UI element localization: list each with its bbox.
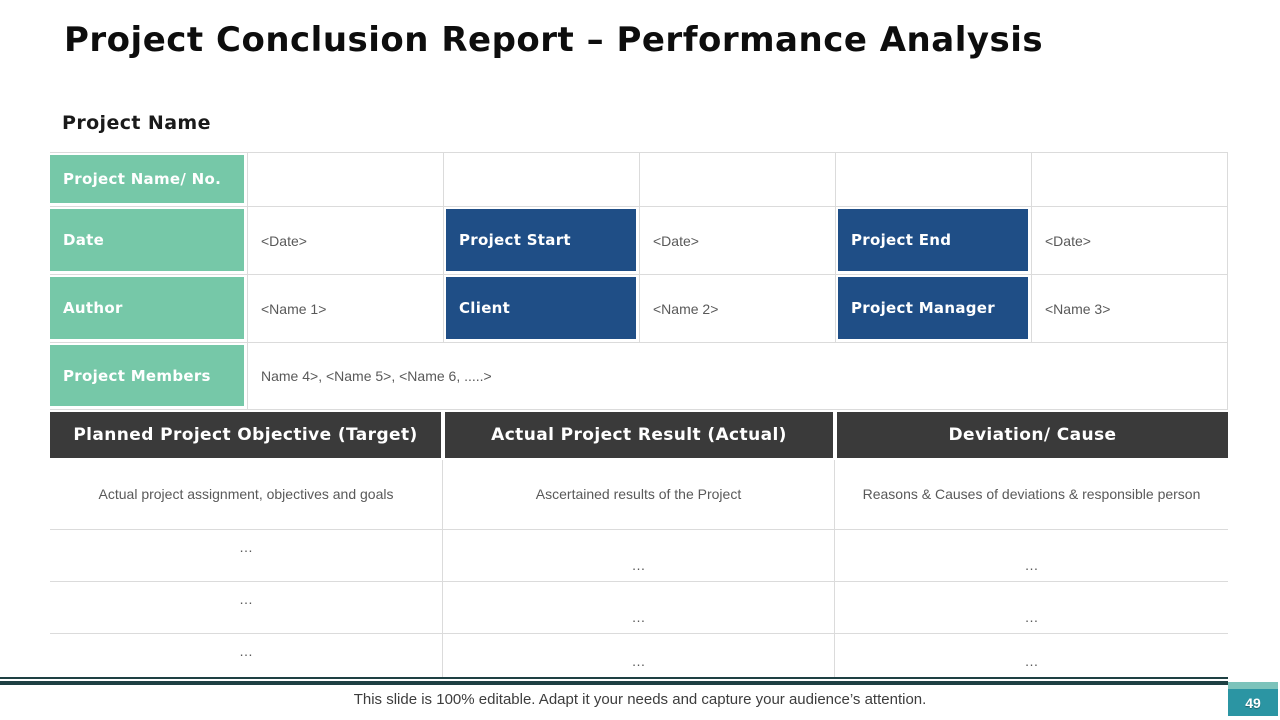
info-cell-project-name-value-5	[1032, 152, 1228, 207]
table-cell: …	[835, 582, 1228, 634]
table-cell: …	[443, 530, 835, 582]
header-text: Planned Project Objective (Target)	[50, 412, 441, 458]
project-info-table: Project Name/ No. Date <Date> Project St…	[50, 152, 1228, 410]
info-label-text: Author	[50, 277, 244, 339]
table-cell: …	[50, 634, 443, 677]
info-cell-project-members-label: Project Members	[50, 343, 248, 410]
divider-thick-line	[0, 681, 1228, 685]
info-label-text: Project Start	[446, 209, 636, 271]
info-label-text: Project End	[838, 209, 1028, 271]
page-badge-accent-band	[1228, 682, 1278, 689]
header-cell-deviation-cause: Deviation/ Cause	[835, 411, 1228, 460]
header-cell-actual-result: Actual Project Result (Actual)	[443, 411, 835, 460]
info-cell-project-name-value-2	[444, 152, 640, 207]
table-cell: …	[443, 582, 835, 634]
info-label-text: Project Manager	[838, 277, 1028, 339]
info-cell-project-members-value: Name 4>, <Name 5>, <Name 6, .....>	[248, 343, 1228, 410]
performance-table-body: Actual project assignment, objectives an…	[50, 460, 1228, 677]
page-number-badge: 49	[1228, 682, 1278, 716]
slide-title: Project Conclusion Report – Performance …	[64, 20, 1044, 60]
footer-note: This slide is 100% editable. Adapt it yo…	[353, 691, 927, 708]
info-label-text: Client	[446, 277, 636, 339]
info-cell-client-value: <Name 2>	[640, 275, 836, 343]
info-cell-project-name-label: Project Name/ No.	[50, 152, 248, 207]
info-cell-project-start-value: <Date>	[640, 207, 836, 275]
info-cell-client-label: Client	[444, 275, 640, 343]
info-cell-author-value: <Name 1>	[248, 275, 444, 343]
info-label-text: Date	[50, 209, 244, 271]
info-label-text: Project Members	[50, 345, 244, 406]
header-text: Deviation/ Cause	[837, 412, 1228, 458]
table-cell: Ascertained results of the Project	[443, 460, 835, 530]
info-cell-author-label: Author	[50, 275, 248, 343]
divider-thin-line	[0, 677, 1228, 679]
table-cell: Reasons & Causes of deviations & respons…	[835, 460, 1228, 530]
table-cell: …	[443, 634, 835, 677]
info-cell-project-name-value-4	[836, 152, 1032, 207]
header-cell-planned-objective: Planned Project Objective (Target)	[50, 411, 443, 460]
table-cell: …	[1024, 653, 1039, 670]
footer-divider-line	[0, 677, 1228, 685]
info-label-text: Project Name/ No.	[50, 155, 244, 203]
performance-table-header: Planned Project Objective (Target) Actua…	[50, 411, 1228, 460]
info-cell-project-name-value-1	[248, 152, 444, 207]
info-cell-project-start-label: Project Start	[444, 207, 640, 275]
info-cell-project-end-value: <Date>	[1032, 207, 1228, 275]
header-text: Actual Project Result (Actual)	[445, 412, 833, 458]
info-cell-project-manager-label: Project Manager	[836, 275, 1032, 343]
info-cell-date-value: <Date>	[248, 207, 444, 275]
section-label-project-name: Project Name	[62, 112, 211, 134]
info-cell-project-manager-value: <Name 3>	[1032, 275, 1228, 343]
info-cell-project-end-label: Project End	[836, 207, 1032, 275]
table-cell: Actual project assignment, objectives an…	[50, 460, 443, 530]
table-cell: …	[50, 530, 443, 582]
info-cell-project-name-value-3	[640, 152, 836, 207]
table-cell: …	[50, 582, 443, 634]
table-cell: …	[835, 530, 1228, 582]
info-cell-date-label: Date	[50, 207, 248, 275]
page-number: 49	[1228, 689, 1278, 716]
